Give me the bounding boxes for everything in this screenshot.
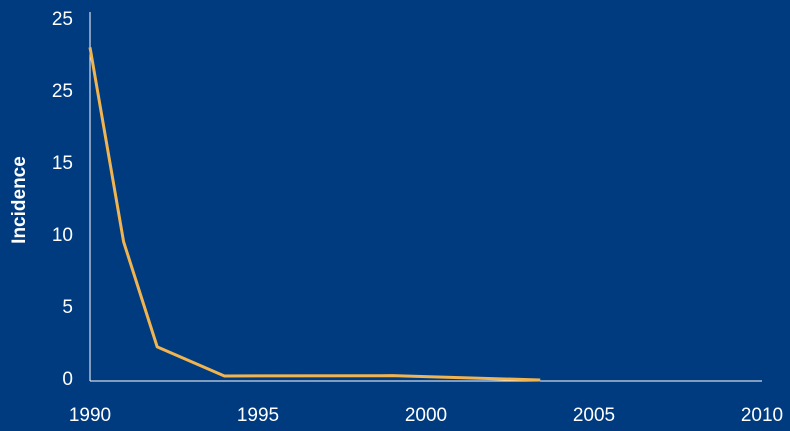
data-line [88,47,541,382]
x-tick-label: 1990 [69,405,111,426]
y-tick-label: 15 [52,153,73,174]
y-tick-label: 0 [62,369,73,390]
x-tick-label: 2010 [741,405,783,426]
x-tick-label: 1995 [237,405,279,426]
x-tick-label: 2000 [405,405,447,426]
x-tick-label: 2005 [573,405,615,426]
y-axis-title: Incidence [9,156,30,244]
y-tick-label: 25 [52,9,73,30]
y-tick-label: 25 [52,81,73,102]
y-tick-label: 5 [62,297,73,318]
y-tick-label: 10 [52,225,73,246]
